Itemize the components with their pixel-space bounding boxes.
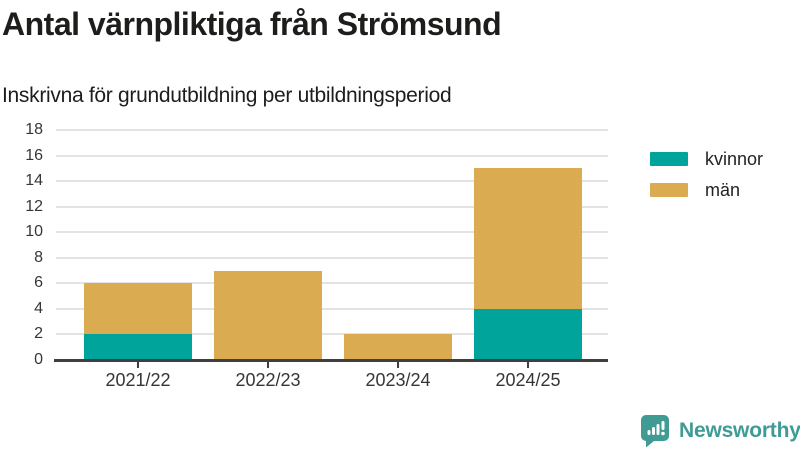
brand-name: Newsworthy xyxy=(679,419,800,442)
newsworthy-logo-icon xyxy=(641,415,669,448)
y-axis-tick-label: 10 xyxy=(25,223,43,241)
bar-segment-kvinnor xyxy=(84,334,192,360)
legend-swatch xyxy=(650,183,688,197)
y-axis-tick-label: 14 xyxy=(25,172,43,190)
y-axis-tick-label: 18 xyxy=(25,121,43,138)
gridline xyxy=(56,129,608,131)
chart-subtitle: Inskrivna för grundutbildning per utbild… xyxy=(2,84,452,107)
legend: kvinnor män xyxy=(650,150,763,199)
chart-title: Antal värnpliktiga från Strömsund xyxy=(2,6,502,42)
y-axis-tick-label: 6 xyxy=(34,274,43,292)
legend-item-män: män xyxy=(650,181,763,199)
x-axis-line xyxy=(54,359,608,362)
y-axis-tick-label: 8 xyxy=(34,248,43,266)
y-axis-tick-label: 4 xyxy=(34,299,43,317)
y-axis-tick-label: 12 xyxy=(25,197,43,215)
brand-footer[interactable]: Newsworthy xyxy=(640,414,800,448)
x-axis-tick-label: 2023/24 xyxy=(365,370,431,390)
legend-item-kvinnor: kvinnor xyxy=(650,150,763,168)
legend-swatch xyxy=(650,152,688,166)
legend-label: män xyxy=(705,180,741,200)
y-axis-tick-label: 2 xyxy=(34,325,43,343)
gridline xyxy=(56,231,608,234)
gridline xyxy=(56,282,608,285)
bar-segment-män xyxy=(474,168,582,309)
x-axis-tick xyxy=(397,362,399,368)
gridline xyxy=(56,154,608,157)
y-axis-tick-label: 16 xyxy=(25,146,43,164)
bar-segment-män xyxy=(344,334,452,360)
gridline xyxy=(56,333,608,336)
y-axis-tick-label: 0 xyxy=(34,351,43,368)
x-axis-tick-label: 2022/23 xyxy=(235,370,301,390)
x-axis-tick xyxy=(527,362,529,368)
x-axis-tick xyxy=(267,362,269,368)
legend-label: kvinnor xyxy=(705,149,764,169)
bar-segment-män xyxy=(214,270,322,360)
plot-area: 0 2 4 6 8 10 12 14 16 18 2021/22 2022/23 2023/24 2024… xyxy=(25,121,608,390)
gridline xyxy=(56,256,608,259)
gridline xyxy=(56,180,608,183)
gridline xyxy=(56,205,608,208)
bar-segment-kvinnor xyxy=(474,308,582,360)
bar-segment-män xyxy=(84,283,192,335)
x-axis-tick-label: 2024/25 xyxy=(495,370,561,390)
x-axis-tick xyxy=(137,362,139,368)
x-axis-tick-label: 2021/22 xyxy=(105,370,171,390)
gridline xyxy=(56,307,608,310)
